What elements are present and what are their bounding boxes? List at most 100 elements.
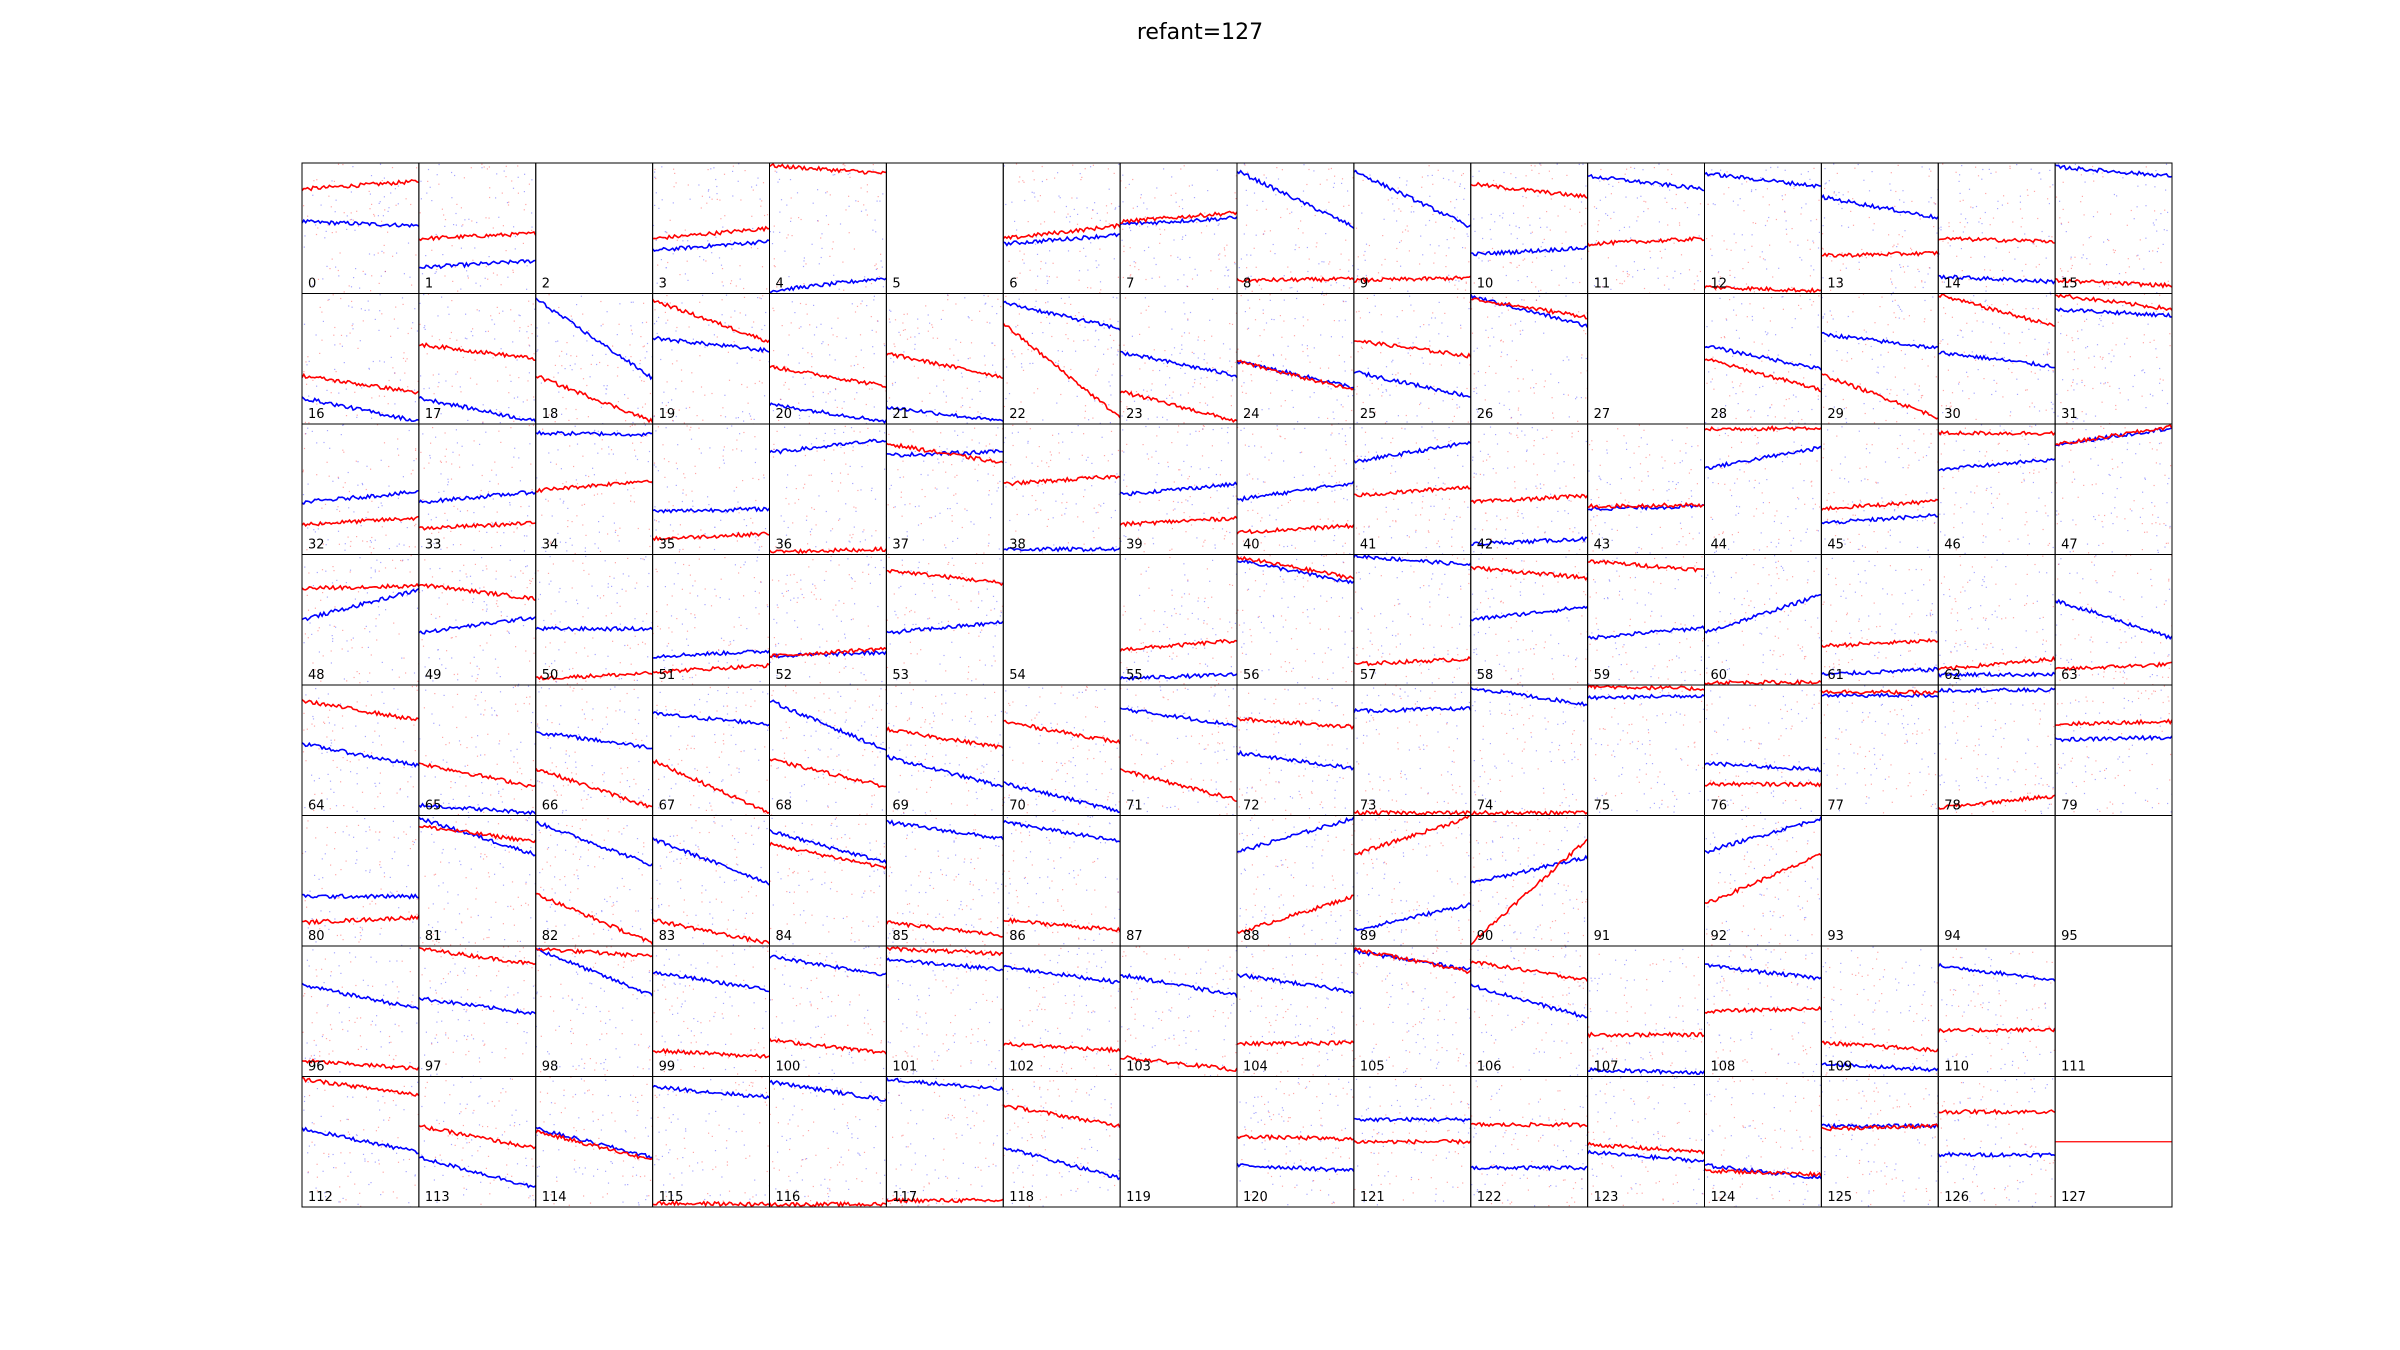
panel-53: 53: [885, 554, 1004, 686]
scatter-blue: [1006, 815, 1121, 945]
panel-label: 30: [1944, 407, 1961, 422]
panel-23: 23: [1119, 293, 1238, 425]
scatter-red: [1120, 165, 1237, 294]
panel-label: 36: [776, 538, 793, 553]
line-red: [1587, 559, 1705, 573]
scatter-blue: [1354, 294, 1470, 424]
line-blue: [1237, 816, 1354, 853]
scatter-blue: [1821, 294, 1939, 423]
line-blue: [1003, 1147, 1121, 1181]
scatter-blue: [654, 1079, 770, 1206]
panel-label: 120: [1243, 1190, 1268, 1205]
line-blue: [1003, 964, 1121, 985]
line-blue: [1120, 672, 1237, 682]
panel-119: 119: [1119, 1076, 1238, 1208]
line-red: [886, 352, 1004, 379]
panel-label: 97: [425, 1060, 442, 1075]
panel-frame: [1353, 162, 1472, 294]
line-blue: [1237, 169, 1354, 229]
scatter-red: [1003, 822, 1121, 946]
panel-frame: [1587, 554, 1705, 686]
panel-81: 81: [418, 815, 537, 947]
panel-21: 21: [885, 293, 1004, 425]
line-red: [652, 531, 770, 542]
panel-frame: [1587, 423, 1705, 555]
panel-78: 78: [1937, 684, 2056, 816]
panel-label: 99: [659, 1060, 676, 1075]
scatter-blue: [536, 295, 653, 424]
panel-frame: [1119, 1076, 1238, 1208]
line-red: [302, 515, 419, 527]
scatter-red: [1473, 164, 1587, 291]
line-blue: [769, 828, 887, 864]
panel-9: 9: [1353, 162, 1472, 294]
panel-label: 41: [1360, 538, 1377, 553]
line-blue: [652, 970, 770, 993]
panel-frame: [535, 293, 654, 425]
scatter-red: [886, 556, 1004, 684]
scatter-red: [1588, 166, 1702, 294]
scatter-blue: [1120, 425, 1235, 549]
line-red: [1120, 1055, 1237, 1073]
line-red: [302, 699, 419, 722]
line-red: [652, 918, 770, 945]
line-red: [1003, 223, 1121, 241]
panel-32: 32: [301, 423, 420, 555]
line-blue: [1938, 686, 2056, 694]
panel-frame: [652, 423, 770, 555]
panel-label: 31: [2061, 407, 2078, 422]
scatter-red: [652, 557, 769, 685]
panel-87: 87: [1119, 815, 1238, 947]
scatter-blue: [1472, 163, 1587, 294]
panel-label: 15: [2061, 277, 2078, 292]
scatter-red: [2055, 165, 2169, 294]
line-blue: [1003, 819, 1121, 843]
panel-label: 33: [425, 538, 442, 553]
panel-label: 6: [1009, 277, 1017, 292]
line-red: [769, 841, 887, 870]
scatter-blue: [1003, 686, 1118, 812]
line-red: [1587, 501, 1705, 509]
line-red: [2055, 718, 2172, 727]
line-blue: [1353, 705, 1471, 714]
line-blue: [418, 1155, 536, 1189]
line-blue: [1821, 1061, 1939, 1073]
line-blue: [535, 625, 653, 633]
panel-113: 113: [418, 1076, 537, 1208]
scatter-blue: [536, 686, 653, 814]
panel-frame: [418, 162, 537, 294]
panel-label: 11: [1594, 277, 1611, 292]
scatter-red: [1823, 293, 1937, 424]
panel-label: 49: [425, 668, 442, 683]
scatter-blue: [421, 951, 535, 1077]
panel-60: 60: [1704, 554, 1822, 686]
line-red: [1237, 1039, 1354, 1048]
panel-96: 96: [301, 945, 420, 1077]
line-blue: [1120, 972, 1237, 998]
panel-61: 61: [1820, 554, 1939, 686]
line-red: [652, 662, 770, 675]
line-red: [1704, 679, 1822, 685]
panel-90: 90: [1470, 815, 1589, 947]
panel-label: 25: [1360, 407, 1377, 422]
line-blue: [1470, 854, 1588, 884]
panel-frame: [2054, 162, 2173, 294]
panel-frame: [885, 423, 1004, 555]
line-blue: [1237, 749, 1354, 771]
scatter-blue: [419, 816, 536, 943]
scatter-red: [302, 685, 418, 812]
panel-label: 18: [542, 407, 559, 422]
line-red: [1237, 359, 1354, 391]
line-red: [302, 179, 419, 192]
panel-45: 45: [1820, 423, 1939, 555]
panel-frame: [885, 162, 1004, 294]
line-red: [1821, 1040, 1939, 1053]
panel-115: 115: [652, 1076, 770, 1208]
scatter-blue: [887, 819, 1004, 946]
scatter-red: [1939, 296, 2054, 420]
panel-label: 85: [892, 929, 909, 944]
line-blue: [1587, 625, 1705, 640]
panel-label: 117: [892, 1190, 917, 1205]
panel-19: 19: [652, 293, 770, 425]
panel-label: 109: [1827, 1060, 1852, 1075]
